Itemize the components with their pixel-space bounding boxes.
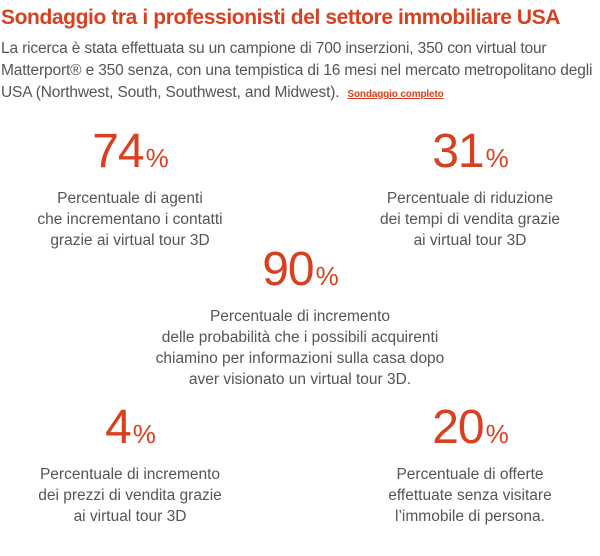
stat-unit: % bbox=[132, 419, 156, 449]
stat-number: 90 bbox=[262, 243, 314, 296]
stat-description-line: chiamino per informazioni sulla casa dop… bbox=[155, 350, 445, 367]
page-title: Sondaggio tra i professionisti del setto… bbox=[1, 6, 561, 29]
stat-description-line: dei tempi di vendita grazie bbox=[379, 211, 561, 228]
stat-description: Percentuale di riduzione dei tempi di ve… bbox=[350, 188, 590, 251]
stat-description-line: Percentuale di riduzione bbox=[386, 190, 554, 207]
stat-description-line: effettuate senza visitare bbox=[388, 487, 552, 504]
stat-description-line: dei prezzi di vendita grazie bbox=[38, 487, 222, 504]
stat-description: Percentuale di agenti che incrementano i… bbox=[10, 188, 250, 251]
stat-description: Percentuale di incremento delle probabil… bbox=[130, 306, 470, 390]
stat-description-line: ai virtual tour 3D bbox=[413, 232, 527, 249]
stat-sale-time-reduction: 31% Percentuale di riduzione dei tempi d… bbox=[350, 128, 590, 251]
stat-agents-contacts: 74% Percentuale di agenti che incrementa… bbox=[10, 128, 250, 251]
stat-value: 20% bbox=[350, 404, 590, 458]
stat-number: 74 bbox=[92, 125, 144, 178]
intro-text: La ricerca è stata effettuata su un camp… bbox=[1, 40, 593, 101]
stat-description-line: delle probabilità che i possibili acquir… bbox=[161, 329, 439, 346]
stat-value: 4% bbox=[10, 404, 250, 458]
stat-value: 74% bbox=[10, 128, 250, 182]
stat-description-line: aver visionato un virtual tour 3D. bbox=[188, 371, 412, 388]
stat-description-line: l’immobile di persona. bbox=[395, 508, 545, 525]
stat-description-line: Percentuale di offerte bbox=[396, 466, 544, 483]
stat-description: Percentuale di incremento dei prezzi di … bbox=[10, 464, 250, 527]
stat-value: 31% bbox=[350, 128, 590, 182]
stat-unit: % bbox=[485, 143, 509, 173]
stat-description-line: grazie ai virtual tour 3D bbox=[50, 232, 210, 249]
stat-description-line: ai virtual tour 3D bbox=[73, 508, 187, 525]
intro-paragraph: La ricerca è stata effettuata su un camp… bbox=[1, 38, 599, 106]
stat-number: 4 bbox=[105, 401, 132, 454]
stat-call-probability: 90% Percentuale di incremento delle prob… bbox=[130, 246, 470, 390]
stat-description-line: Percentuale di incremento bbox=[39, 466, 221, 483]
stat-number: 31 bbox=[432, 125, 484, 178]
stat-offers-without-visit: 20% Percentuale di offerte effettuate se… bbox=[350, 404, 590, 527]
stat-number: 20 bbox=[432, 401, 484, 454]
stat-value: 90% bbox=[130, 246, 470, 300]
stat-unit: % bbox=[145, 143, 169, 173]
stat-unit: % bbox=[485, 419, 509, 449]
stat-unit: % bbox=[315, 261, 339, 291]
stat-sale-price-increase: 4% Percentuale di incremento dei prezzi … bbox=[10, 404, 250, 527]
stat-description-line: Percentuale di agenti bbox=[57, 190, 203, 207]
full-survey-link[interactable]: Sondaggio completo bbox=[347, 89, 444, 100]
stat-description-line: che incrementano i contatti bbox=[37, 211, 223, 228]
stat-description-line: Percentuale di incremento bbox=[209, 308, 391, 325]
stat-description: Percentuale di offerte effettuate senza … bbox=[350, 464, 590, 527]
